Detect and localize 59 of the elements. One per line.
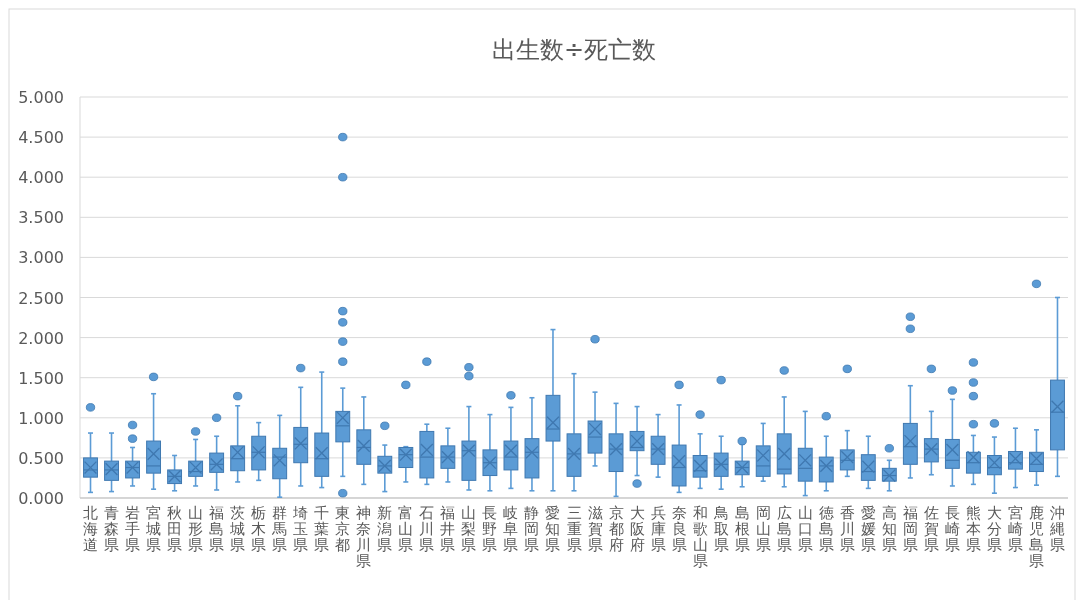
y-tick-label: 1.500 (18, 368, 64, 388)
x-tick-label: 茨城県 (229, 504, 246, 554)
x-tick-label: 大阪府 (629, 504, 645, 554)
x-tick-label: 高知県 (881, 504, 897, 554)
x-tick-label: 群馬県 (271, 504, 288, 554)
x-tick-label: 京都府 (608, 504, 624, 554)
x-tick-label: 山口県 (797, 504, 813, 554)
y-tick-label: 0.000 (18, 489, 64, 508)
x-tick-label: 香川県 (839, 504, 855, 554)
x-tick-label: 愛媛県 (860, 504, 876, 554)
x-tick-label: 秋田県 (167, 504, 183, 554)
x-tick-label: 兵庫県 (650, 504, 666, 554)
x-tick-label: 徳島県 (818, 504, 834, 554)
x-tick-label: 島根県 (734, 504, 750, 554)
x-tick-label: 和歌山県 (692, 504, 708, 570)
x-tick-label: 岐阜県 (503, 504, 519, 554)
x-tick-label: 石川県 (419, 504, 435, 554)
x-tick-label: 鳥取県 (712, 504, 729, 554)
y-tick-label: 4.000 (18, 168, 64, 188)
x-tick-label: 宮崎県 (1007, 504, 1023, 554)
x-tick-label: 長野県 (482, 504, 498, 554)
x-tick-label: 青森県 (104, 504, 120, 554)
x-tick-label: 神奈川県 (356, 504, 372, 570)
x-tick-label: 福井県 (440, 504, 456, 554)
x-tick-label: 福島県 (209, 504, 225, 554)
chart-title: 出生数÷死亡数 (491, 36, 657, 64)
x-tick-label: 千葉県 (314, 504, 330, 554)
y-tick-label: 3.000 (18, 248, 64, 268)
x-tick-label: 静岡県 (524, 504, 540, 554)
x-tick-label: 福岡県 (902, 504, 918, 554)
x-tick-label: 長崎県 (944, 504, 960, 554)
x-tick-label: 栃木県 (251, 504, 267, 554)
x-tick-label: 宮城県 (145, 504, 162, 554)
y-tick-label: 1.000 (18, 408, 64, 428)
x-tick-label: 鹿児島県 (1028, 504, 1044, 570)
x-tick-label: 三重県 (566, 504, 582, 554)
x-tick-label: 愛知県 (545, 504, 561, 554)
x-tick-label: 新潟県 (377, 504, 393, 554)
y-tick-label: 2.500 (18, 288, 64, 308)
y-tick-label: 5.000 (18, 88, 64, 107)
x-tick-label: 富山県 (398, 504, 414, 554)
x-tick-label: 滋賀県 (587, 504, 603, 554)
x-tick-label: 山形県 (188, 504, 204, 554)
x-tick-label: 埼玉県 (292, 504, 309, 554)
x-tick-label: 熊本県 (965, 504, 981, 554)
y-tick-label: 3.500 (18, 208, 64, 228)
x-tick-label: 岡山県 (755, 504, 771, 554)
x-tick-label: 岩手県 (125, 504, 141, 554)
x-tick-label: 北海道 (83, 504, 99, 554)
x-tick-label: 奈良県 (671, 504, 687, 554)
x-tick-label: 広島県 (776, 504, 792, 554)
y-tick-label: 2.000 (18, 328, 64, 348)
y-tick-label: 0.500 (18, 448, 64, 468)
x-tick-label: 佐賀県 (923, 504, 939, 554)
x-tick-label: 山梨県 (461, 504, 477, 554)
x-tick-label: 沖縄県 (1048, 504, 1065, 554)
x-tick-label: 東京都 (335, 504, 351, 554)
y-tick-label: 4.500 (18, 128, 64, 148)
x-tick-label: 大分県 (986, 504, 1002, 554)
